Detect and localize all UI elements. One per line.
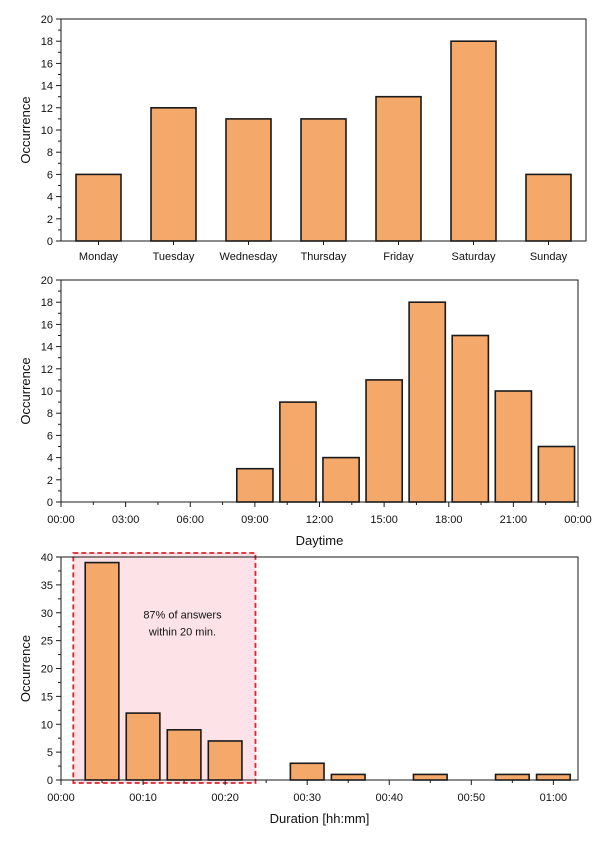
y-tick-label: 4	[47, 453, 53, 465]
x-tick-label: 09:00	[241, 514, 269, 526]
y-tick-label: 14	[41, 81, 53, 93]
x-tick-label: Saturday	[451, 251, 496, 263]
y-tick-label: 6	[47, 430, 53, 442]
y-tick-label: 20	[41, 275, 53, 287]
x-tick-label: Thursday	[301, 251, 347, 263]
bar-20min	[207, 740, 243, 781]
x-tick-label: 00:00	[47, 514, 75, 526]
y-tick-label: 16	[41, 319, 53, 331]
bar-0800	[235, 467, 274, 503]
bar-tuesday	[150, 107, 197, 242]
y-axis-title: Occurrence	[18, 96, 33, 163]
x-tick-label: 06:00	[176, 514, 204, 526]
y-tick-label: 18	[41, 36, 53, 48]
bar-15min	[166, 729, 202, 781]
bar-1000	[279, 401, 317, 503]
x-tick-label: 00:00	[564, 514, 592, 526]
bar-1200	[322, 456, 360, 503]
bar-60min	[535, 773, 572, 781]
y-tick-label: 20	[41, 664, 53, 676]
x-tick-label: Friday	[383, 251, 414, 263]
plot-frame	[60, 279, 579, 503]
annotation-line: 87% of answers	[143, 609, 222, 621]
bar-wednesday	[225, 118, 272, 242]
bar-saturday	[450, 40, 497, 242]
bar-30min	[289, 762, 325, 781]
y-tick-label: 5	[47, 747, 53, 759]
x-tick-label: Tuesday	[153, 251, 195, 263]
y-tick-label: 10	[41, 719, 53, 731]
y-tick-label: 25	[41, 636, 53, 648]
bar-10min	[125, 712, 161, 781]
x-tick-label: 00:20	[211, 792, 239, 804]
y-tick-label: 16	[41, 58, 53, 70]
y-tick-label: 0	[47, 236, 53, 248]
x-tick-label: 03:00	[112, 514, 140, 526]
y-tick-label: 40	[41, 552, 53, 564]
y-tick-label: 0	[47, 497, 53, 509]
y-tick-label: 20	[41, 14, 53, 26]
y-tick-label: 2	[47, 475, 53, 487]
x-tick-label: Wednesday	[220, 251, 278, 263]
x-tick-label: Sunday	[530, 251, 568, 263]
x-tick-label: 12:00	[306, 514, 334, 526]
bar-1600	[408, 301, 447, 503]
bar-5min	[84, 561, 120, 781]
y-tick-label: 6	[47, 169, 53, 181]
bar-friday	[375, 95, 422, 242]
y-tick-label: 15	[41, 691, 53, 703]
y-tick-label: 30	[41, 608, 53, 620]
y-tick-label: 12	[41, 103, 53, 115]
bar-1400	[365, 379, 404, 503]
x-tick-label: 00:50	[458, 792, 486, 804]
x-axis-title: Daytime	[296, 533, 344, 548]
x-axis-title: Duration [hh:mm]	[270, 811, 370, 826]
x-tick-label: 00:40	[375, 792, 403, 804]
y-tick-label: 12	[41, 364, 53, 376]
y-tick-label: 10	[41, 386, 53, 398]
x-tick-label: Monday	[79, 251, 119, 263]
bar-sunday	[525, 173, 572, 242]
x-tick-label: 21:00	[500, 514, 528, 526]
y-axis-title: Occurrence	[18, 635, 33, 702]
annotation-line: within 20 min.	[148, 626, 216, 638]
y-tick-label: 8	[47, 147, 53, 159]
x-tick-label: 18:00	[435, 514, 463, 526]
bar-2200	[537, 445, 576, 503]
bar-55min	[494, 773, 530, 781]
y-tick-label: 4	[47, 192, 53, 204]
bar-35min	[330, 773, 366, 781]
bar-monday	[75, 173, 122, 242]
y-tick-label: 8	[47, 408, 53, 420]
plot-frame	[60, 556, 579, 781]
y-tick-label: 35	[41, 580, 53, 592]
bar-1800	[451, 334, 490, 503]
y-tick-label: 14	[41, 342, 53, 354]
x-tick-label: 00:10	[129, 792, 157, 804]
x-tick-label: 00:30	[293, 792, 321, 804]
x-tick-label: 00:00	[47, 792, 75, 804]
x-tick-label: 15:00	[370, 514, 398, 526]
plot-frame	[60, 18, 587, 242]
y-tick-label: 0	[47, 775, 53, 787]
bar-45min	[412, 773, 448, 781]
bar-thursday	[300, 118, 347, 242]
y-tick-label: 18	[41, 297, 53, 309]
y-tick-label: 10	[41, 125, 53, 137]
bar-2000	[494, 390, 533, 503]
x-tick-label: 01:00	[540, 792, 568, 804]
y-axis-title: Occurrence	[18, 357, 33, 424]
y-tick-label: 2	[47, 214, 53, 226]
